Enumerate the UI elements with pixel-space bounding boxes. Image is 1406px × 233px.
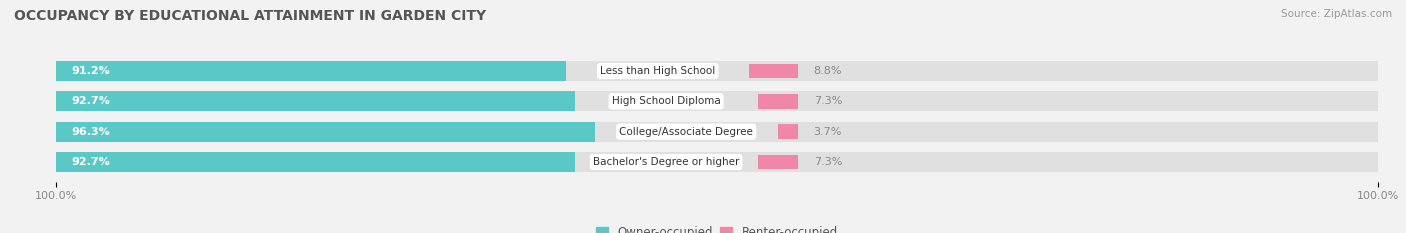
Text: College/Associate Degree: College/Associate Degree <box>619 127 754 137</box>
Bar <box>56 122 1378 141</box>
Bar <box>778 124 799 139</box>
Text: Less than High School: Less than High School <box>600 66 716 76</box>
Text: Bachelor's Degree or higher: Bachelor's Degree or higher <box>593 157 740 167</box>
Bar <box>56 61 567 81</box>
Text: 7.3%: 7.3% <box>814 157 842 167</box>
Bar <box>56 61 1378 81</box>
Bar <box>758 94 799 109</box>
Bar <box>56 92 1378 111</box>
Text: 7.3%: 7.3% <box>814 96 842 106</box>
Bar <box>56 92 575 111</box>
Bar <box>758 155 799 169</box>
Text: 8.8%: 8.8% <box>814 66 842 76</box>
Text: 3.7%: 3.7% <box>814 127 842 137</box>
Text: 96.3%: 96.3% <box>72 127 110 137</box>
Text: OCCUPANCY BY EDUCATIONAL ATTAINMENT IN GARDEN CITY: OCCUPANCY BY EDUCATIONAL ATTAINMENT IN G… <box>14 9 486 23</box>
Bar <box>749 64 799 78</box>
Bar <box>56 152 575 172</box>
Bar <box>56 122 595 141</box>
Text: 92.7%: 92.7% <box>72 157 110 167</box>
Bar <box>56 152 1378 172</box>
Text: High School Diploma: High School Diploma <box>612 96 720 106</box>
Text: 91.2%: 91.2% <box>72 66 110 76</box>
Text: Source: ZipAtlas.com: Source: ZipAtlas.com <box>1281 9 1392 19</box>
Legend: Owner-occupied, Renter-occupied: Owner-occupied, Renter-occupied <box>592 221 842 233</box>
Text: 92.7%: 92.7% <box>72 96 110 106</box>
